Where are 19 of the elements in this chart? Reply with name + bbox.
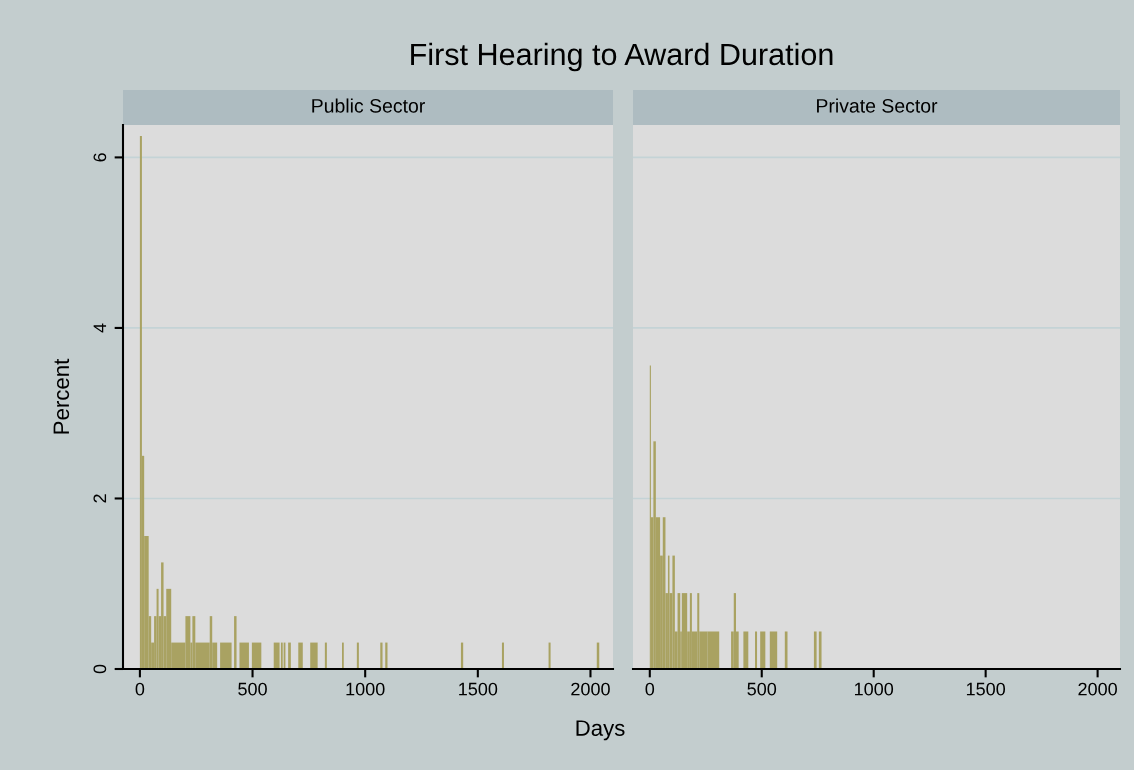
y-axis-title: Percent [53,358,70,434]
x-tick-label: 0 [135,682,145,696]
x-tick-label: 1000 [346,682,385,696]
x-tick-label: 2000 [1078,682,1117,696]
x-tick-label: 1500 [459,682,498,696]
x-tick-label: 1000 [855,682,894,696]
y-tick-label: 0 [93,664,107,674]
y-tick-label: 4 [93,323,107,333]
x-tick-label: 1500 [966,682,1006,696]
x-tick-label: 500 [747,682,777,696]
x-axis-title: Days [576,720,625,741]
chart-title: First Hearing to Award Duration [411,42,833,72]
chart-subtitle: Private Sector [817,98,938,113]
y-tick-label: 2 [93,494,107,503]
y-tick-label: 6 [93,153,107,162]
x-tick-label: 0 [645,682,655,696]
x-tick-label: 500 [238,682,267,696]
x-tick-label: 2000 [571,682,610,696]
chart-subtitle: Public Sector [312,98,425,113]
